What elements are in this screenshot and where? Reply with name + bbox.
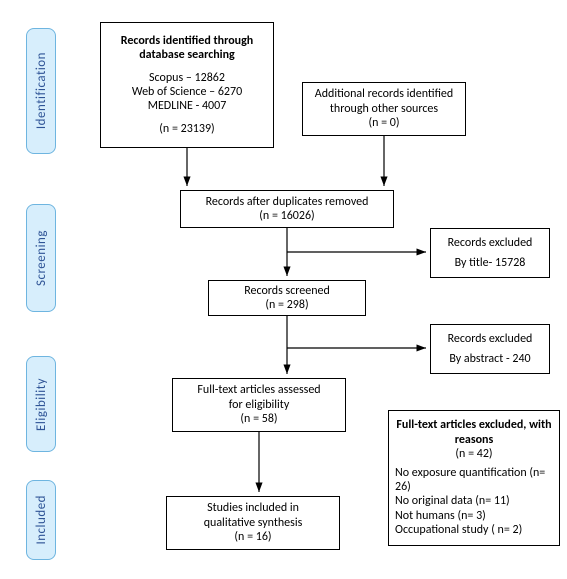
- excl-full-l7: Not humans (n= 3): [395, 509, 486, 523]
- db-l6: (n = 23139): [159, 122, 214, 136]
- other-l2: through other sources: [330, 102, 438, 116]
- node-excluded-title: Records excluded By title- 15728: [430, 228, 550, 278]
- excl-full-l4: No exposure quantification (n=: [395, 466, 545, 480]
- db-l1: Records identified through: [121, 34, 253, 48]
- excl-full-l6: No original data (n= 11): [395, 494, 510, 508]
- phase-included: Included: [26, 480, 56, 560]
- node-records-screened: Records screened (n = 298): [208, 280, 366, 316]
- full-l2: for eligibility: [229, 398, 290, 412]
- db-l4: Web of Science – 6270: [132, 85, 242, 99]
- dup-l2: (n = 16026): [259, 209, 314, 223]
- full-l1: Full-text articles assessed: [197, 383, 320, 397]
- node-fulltext-assessed: Full-text articles assessed for eligibil…: [172, 378, 346, 432]
- excl-full-l1: Full-text articles excluded, with: [395, 418, 553, 432]
- other-l1: Additional records identified: [315, 87, 453, 101]
- full-l3: (n = 58): [240, 412, 277, 426]
- phase-identification-label: Identification: [34, 52, 49, 129]
- phase-screening: Screening: [26, 204, 56, 312]
- node-after-duplicates: Records after duplicates removed (n = 16…: [180, 190, 394, 228]
- phase-included-label: Included: [34, 495, 49, 545]
- node-other-sources: Additional records identified through ot…: [302, 82, 466, 136]
- excl-full-l5: 26): [395, 480, 411, 494]
- incl-l1: Studies included in: [207, 501, 299, 515]
- node-database-records: Records identified through database sear…: [100, 22, 274, 148]
- excl-full-l2: reasons: [455, 433, 494, 447]
- db-l3: Scopus – 12862: [149, 71, 225, 85]
- excl-title-l1: Records excluded: [448, 236, 533, 250]
- other-l3: (n = 0): [368, 116, 399, 130]
- excl-abs-l2: By abstract - 240: [449, 352, 530, 366]
- node-studies-included: Studies included in qualitative synthesi…: [166, 496, 340, 550]
- excl-abs-l1: Records excluded: [448, 332, 533, 346]
- phase-eligibility-label: Eligibility: [34, 378, 49, 431]
- node-excluded-abstract: Records excluded By abstract - 240: [430, 324, 550, 374]
- incl-l3: (n = 16): [234, 530, 271, 544]
- db-l5: MEDLINE - 4007: [148, 99, 227, 113]
- incl-l2: qualitative synthesis: [204, 516, 303, 530]
- phase-identification: Identification: [26, 28, 56, 154]
- phase-screening-label: Screening: [34, 230, 49, 286]
- prisma-flowchart: Identification Screening Eligibility Inc…: [0, 0, 567, 579]
- excl-full-l3: (n = 42): [455, 447, 492, 461]
- db-l2: database searching: [139, 48, 235, 62]
- screened-l2: (n = 298): [265, 298, 308, 312]
- screened-l1: Records screened: [244, 284, 330, 298]
- node-fulltext-excluded: Full-text articles excluded, with reason…: [388, 410, 560, 546]
- excl-full-l8: Occupational study ( n= 2): [395, 523, 522, 537]
- excl-title-l2: By title- 15728: [455, 256, 526, 270]
- phase-eligibility: Eligibility: [26, 356, 56, 452]
- dup-l1: Records after duplicates removed: [206, 195, 369, 209]
